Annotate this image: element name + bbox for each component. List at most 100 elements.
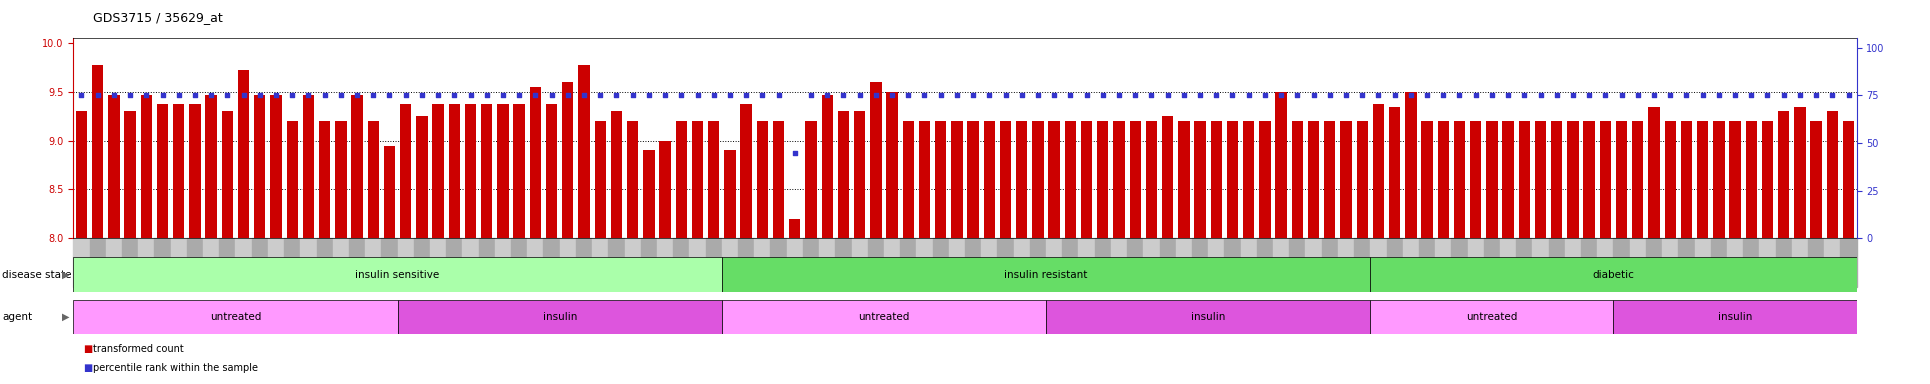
Point (1606, 93, 1637, 99)
Bar (1355, 238, 1370, 287)
Bar (917, 238, 932, 287)
Point (1509, 93, 1540, 99)
Bar (1143, 238, 1160, 287)
Point (942, 93, 973, 99)
Bar (562, 82, 573, 238)
Bar (1243, 121, 1254, 238)
Bar (1274, 238, 1289, 287)
Bar (527, 238, 544, 287)
Bar (950, 238, 965, 287)
Bar (1500, 238, 1517, 287)
Point (681, 93, 712, 99)
Bar (170, 238, 187, 287)
Bar (349, 238, 365, 287)
Bar (1743, 238, 1760, 287)
Bar (75, 111, 87, 238)
Point (1363, 93, 1393, 99)
Point (585, 93, 616, 99)
Text: diabetic: diabetic (1592, 270, 1635, 280)
Bar (382, 238, 398, 287)
Bar (1681, 121, 1693, 238)
Text: percentile rank within the sample: percentile rank within the sample (93, 363, 257, 373)
Bar (593, 238, 608, 287)
Bar (674, 238, 689, 287)
Bar (1405, 92, 1417, 238)
Point (455, 93, 486, 99)
Bar (446, 238, 463, 287)
Bar (1776, 238, 1791, 287)
Bar (1808, 238, 1824, 287)
Bar (1096, 121, 1108, 238)
Bar (237, 70, 249, 238)
Text: transformed count: transformed count (93, 344, 183, 354)
Bar (689, 238, 706, 287)
Point (147, 93, 178, 99)
Bar (1613, 238, 1629, 287)
Bar (124, 111, 135, 238)
Point (261, 93, 291, 99)
Bar (1534, 121, 1546, 238)
Text: insulin: insulin (1191, 312, 1226, 322)
Point (1752, 93, 1783, 99)
Bar (934, 121, 946, 238)
Point (1654, 93, 1685, 99)
Point (1395, 93, 1426, 99)
Point (828, 93, 859, 99)
Point (957, 93, 988, 99)
Point (195, 93, 226, 99)
Point (1444, 93, 1475, 99)
Point (714, 93, 745, 99)
Bar (73, 300, 398, 334)
Bar (1826, 111, 1837, 238)
Bar (1256, 238, 1274, 287)
Bar (1824, 238, 1841, 287)
Bar (1305, 238, 1322, 287)
Bar (494, 238, 511, 287)
Bar (838, 111, 849, 238)
Point (569, 93, 600, 99)
Text: insulin sensitive: insulin sensitive (355, 270, 440, 280)
Point (1380, 93, 1411, 99)
Point (1023, 93, 1054, 99)
Bar (980, 238, 998, 287)
Bar (1841, 238, 1857, 287)
Point (212, 93, 243, 99)
Point (1816, 93, 1847, 99)
Point (1347, 93, 1378, 99)
Bar (1013, 238, 1031, 287)
Bar (1646, 238, 1662, 287)
Bar (398, 238, 413, 287)
Point (1785, 93, 1816, 99)
Point (1590, 93, 1621, 99)
Point (1119, 93, 1150, 99)
Bar (984, 121, 996, 238)
Text: insulin: insulin (1718, 312, 1752, 322)
Bar (1309, 121, 1320, 238)
Bar (222, 111, 234, 238)
Point (519, 93, 550, 99)
Point (552, 93, 583, 99)
Bar (1552, 121, 1563, 238)
Bar (1112, 238, 1127, 287)
Bar (836, 238, 851, 287)
Bar (73, 238, 89, 287)
Point (1071, 93, 1102, 99)
Bar (1175, 238, 1193, 287)
Point (909, 93, 940, 99)
Point (1735, 93, 1766, 99)
Bar (643, 151, 654, 238)
Point (1038, 93, 1069, 99)
Bar (479, 238, 494, 287)
Bar (235, 238, 251, 287)
Bar (708, 121, 720, 238)
Bar (1532, 238, 1548, 287)
Bar (89, 238, 106, 287)
Bar (286, 121, 297, 238)
Bar (1241, 238, 1256, 287)
Bar (1420, 121, 1432, 238)
Bar (998, 238, 1013, 287)
Bar (1046, 300, 1370, 334)
Bar (1486, 121, 1498, 238)
Point (228, 93, 259, 99)
Bar (448, 104, 459, 238)
